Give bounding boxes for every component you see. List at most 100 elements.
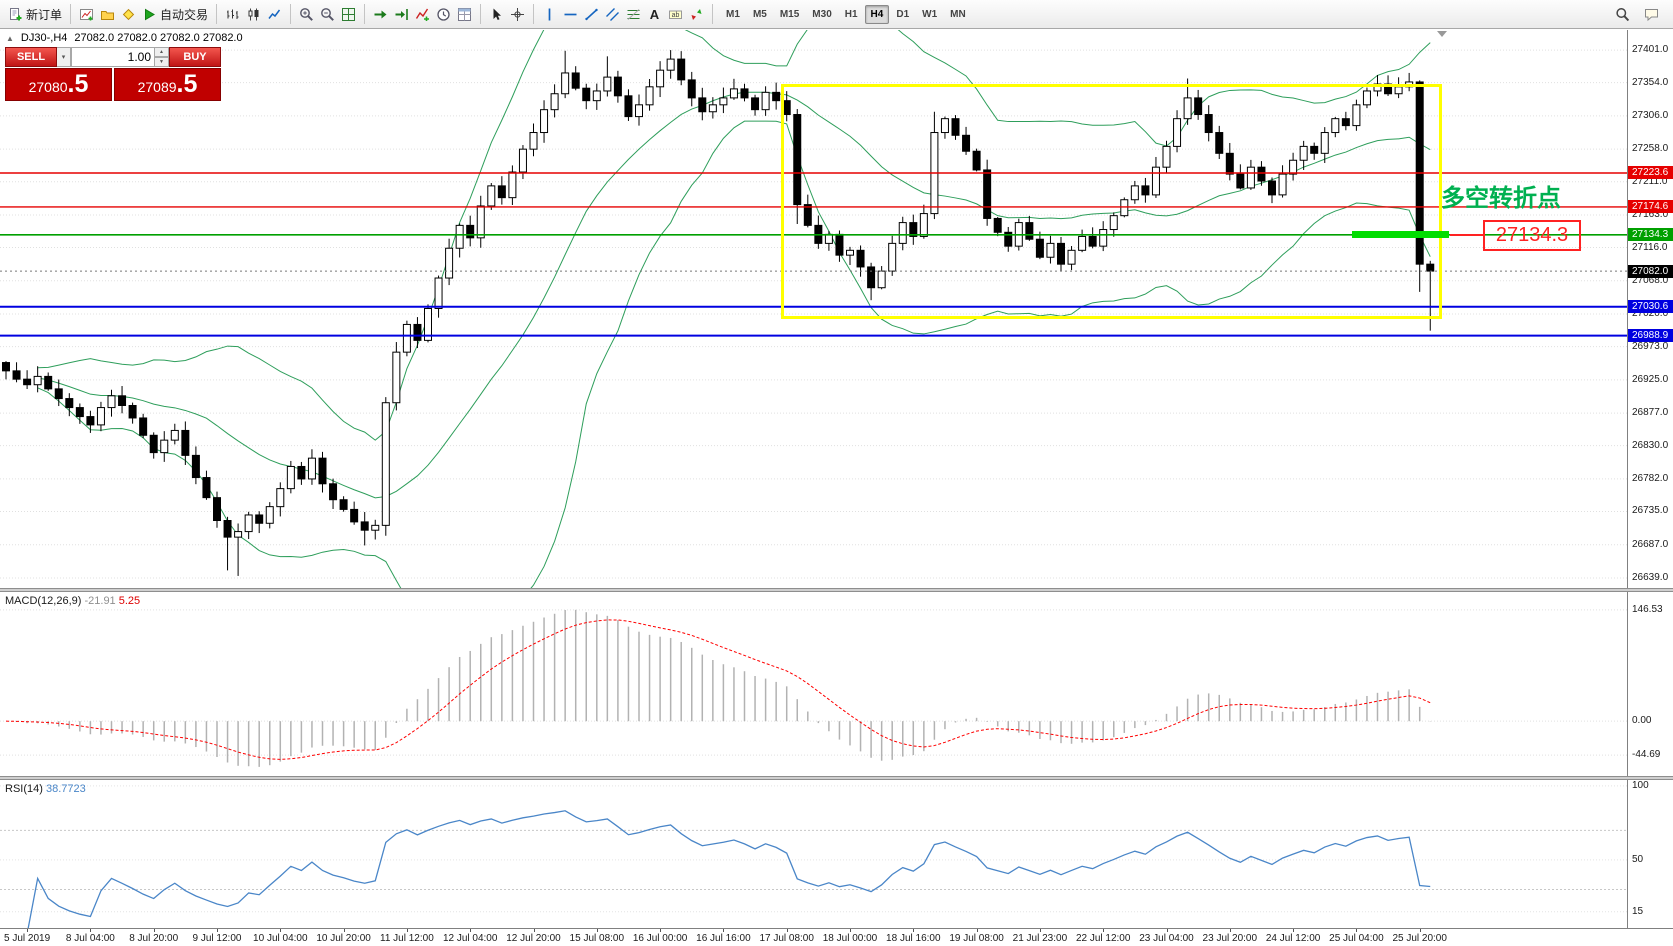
buy-price-display[interactable]: 27089.5 xyxy=(114,68,221,101)
profiles-button[interactable] xyxy=(97,5,118,24)
time-tick xyxy=(1039,929,1041,932)
price-tick-label: 27211.0 xyxy=(1632,175,1668,187)
bar-chart-button[interactable] xyxy=(222,5,243,24)
one-click-options-button[interactable]: ▾ xyxy=(57,47,71,67)
price-tick-label: 26735.0 xyxy=(1632,505,1669,517)
equidistant-channel-button[interactable] xyxy=(602,5,623,24)
price-tick-label: 26925.0 xyxy=(1632,373,1669,385)
indicators-icon xyxy=(415,8,430,21)
horizontal-line-button[interactable] xyxy=(560,5,581,24)
autotrading-button[interactable]: 自动交易 xyxy=(139,4,211,25)
trendline-button[interactable] xyxy=(581,5,602,24)
macd-histogram xyxy=(15,609,1431,767)
timeframe-m30[interactable]: M30 xyxy=(812,8,832,20)
new-order-label: 新订单 xyxy=(26,7,63,22)
fibonacci-button[interactable] xyxy=(623,5,644,24)
text-icon: A xyxy=(650,7,660,22)
lot-size-input[interactable] xyxy=(71,47,155,67)
lot-increase-button[interactable]: ▲ xyxy=(155,47,169,57)
green-highlight-marker[interactable] xyxy=(1352,231,1450,239)
zoom-out-button[interactable] xyxy=(317,5,338,24)
time-axis-label: 5 Jul 2019 xyxy=(4,933,51,944)
chat-button[interactable] xyxy=(1641,5,1662,24)
indicators-button[interactable] xyxy=(412,5,433,24)
time-tick xyxy=(1103,929,1105,932)
time-axis-label: 11 Jul 12:00 xyxy=(380,933,434,944)
rsi-chart[interactable] xyxy=(0,780,1627,928)
macd-signal-line xyxy=(5,619,1431,760)
macd-panel[interactable]: MACD(12,26,9) -21.91 5.25 xyxy=(0,592,1627,776)
turning-point-label[interactable]: 多空转折点 xyxy=(1441,185,1561,213)
templates-button[interactable] xyxy=(454,5,475,24)
time-axis-label: 15 Jul 08:00 xyxy=(569,933,625,944)
timeframe-m5[interactable]: M5 xyxy=(752,8,767,20)
price-tag: 27030.6 xyxy=(1628,300,1673,314)
autotrading-icon xyxy=(145,8,156,20)
time-tick xyxy=(217,929,218,932)
panel-divider[interactable] xyxy=(0,588,1673,592)
timeframe-switcher: M1 M5 M15 M30 H1 H4 D1 W1 MN xyxy=(720,4,972,24)
panel-divider[interactable] xyxy=(0,776,1673,780)
timeframe-h1[interactable]: H1 xyxy=(844,8,858,20)
time-tick xyxy=(1356,929,1358,932)
time-tick xyxy=(1419,929,1421,932)
timeframe-h4[interactable]: H4 xyxy=(864,4,890,24)
rsi-panel[interactable]: RSI(14) 38.7723 xyxy=(0,780,1627,928)
ohlc-values: 27082.0 27082.0 27082.0 27082.0 xyxy=(74,32,243,44)
lot-decrease-button[interactable]: ▼ xyxy=(155,57,169,67)
time-axis[interactable]: 5 Jul 2019 8 Jul 04:00 8 Jul 20:00 9 Jul 12… xyxy=(0,928,1673,946)
main-chart-panel[interactable] xyxy=(0,30,1627,588)
time-axis-label: 25 Jul 04:00 xyxy=(1329,933,1384,944)
rsi-tick-label: 100 xyxy=(1632,779,1649,791)
timeframe-m15[interactable]: M15 xyxy=(779,8,800,20)
timeframe-d1[interactable]: D1 xyxy=(896,8,910,20)
text-button[interactable]: A xyxy=(644,5,665,24)
new-order-icon xyxy=(10,7,22,20)
autotrading-label: 自动交易 xyxy=(160,7,209,22)
periods-button[interactable] xyxy=(433,5,454,24)
timeframe-mn[interactable]: MN xyxy=(950,8,966,20)
price-tick-label: 26830.0 xyxy=(1632,439,1669,451)
chart-shift-button[interactable] xyxy=(391,5,412,24)
one-click-toggle[interactable]: ▲ xyxy=(6,33,14,43)
macd-chart[interactable] xyxy=(0,592,1627,776)
cursor-button[interactable] xyxy=(486,5,507,24)
new-chart-button[interactable] xyxy=(76,5,97,24)
price-callout-box[interactable]: 27134.3 xyxy=(1483,219,1581,251)
metaeditor-button[interactable] xyxy=(118,5,139,24)
time-axis-label: 18 Jul 00:00 xyxy=(822,933,878,944)
timeframe-m1[interactable]: M1 xyxy=(726,8,740,20)
vertical-line-button[interactable] xyxy=(539,5,560,24)
macd-tick-label: 146.53 xyxy=(1632,603,1663,615)
sell-button[interactable]: SELL xyxy=(5,47,57,67)
price-axis[interactable]: 27401.0 27354.0 27306.0 27258.0 27211.0 27163… xyxy=(1627,30,1673,928)
svg-text:ab: ab xyxy=(672,12,680,19)
time-tick xyxy=(1166,929,1168,932)
rsi-tick-label: 15 xyxy=(1632,905,1644,917)
horizontal-line-icon xyxy=(564,13,577,15)
time-tick xyxy=(533,929,535,932)
time-axis-label: 16 Jul 00:00 xyxy=(632,933,688,944)
search-button[interactable] xyxy=(1612,5,1633,24)
price-tick-label: 27020.0 xyxy=(1632,308,1669,320)
text-label-button[interactable]: ab xyxy=(665,5,686,24)
buy-button[interactable]: BUY xyxy=(169,47,221,67)
time-axis-label: 10 Jul 20:00 xyxy=(316,933,371,944)
yellow-rectangle-annotation[interactable] xyxy=(781,84,1442,319)
sell-price-display[interactable]: 27080.5 xyxy=(5,68,112,101)
price-chart[interactable] xyxy=(0,30,1627,588)
arrows-button[interactable] xyxy=(686,5,707,24)
timeframe-w1[interactable]: W1 xyxy=(922,8,938,20)
line-chart-button[interactable] xyxy=(264,5,285,24)
auto-scroll-button[interactable] xyxy=(370,5,391,24)
text-label-icon: ab xyxy=(669,10,683,19)
new-order-button[interactable]: 新订单 xyxy=(5,4,65,25)
zoom-in-button[interactable] xyxy=(296,5,317,24)
time-tick xyxy=(90,929,92,932)
candlesticks-series xyxy=(2,50,1435,576)
crosshair-button[interactable] xyxy=(507,5,528,24)
candlestick-chart-button[interactable] xyxy=(243,5,264,24)
new-chart-icon xyxy=(80,8,94,20)
tile-windows-button[interactable] xyxy=(338,5,359,24)
